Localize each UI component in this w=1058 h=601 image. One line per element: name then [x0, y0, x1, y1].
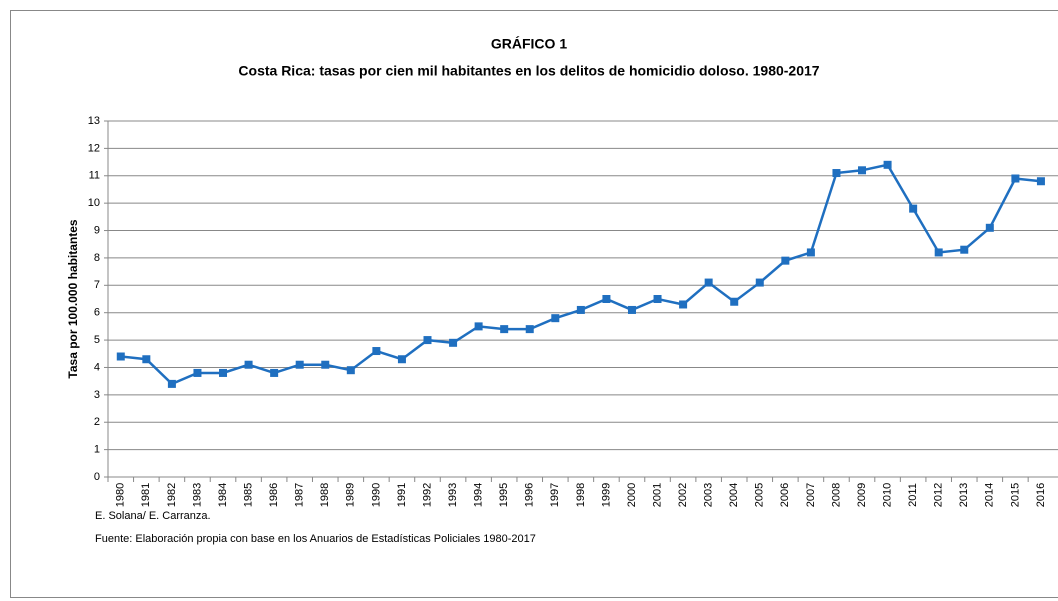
marker	[627, 305, 636, 314]
y-tick-label: 3	[94, 389, 100, 401]
x-tick-label: 1993	[447, 483, 459, 507]
y-tick-label: 5	[94, 334, 100, 346]
y-tick-label: 4	[94, 361, 100, 373]
x-tick-label: 1989	[345, 483, 357, 507]
marker	[167, 379, 176, 388]
y-tick-label: 1	[94, 444, 100, 456]
x-tick-label: 1985	[242, 483, 254, 507]
x-tick-label: 2011	[907, 483, 919, 507]
x-tick-label: 2013	[958, 483, 970, 507]
y-tick-label: 11	[89, 170, 100, 182]
marker	[423, 336, 432, 345]
marker	[883, 160, 892, 169]
x-tick-label: 2016	[1035, 483, 1047, 507]
note: E. Solana/ E. Carranza.	[95, 510, 211, 522]
x-tick-label: 2004	[728, 483, 740, 507]
x-tick-label: 2001	[651, 483, 663, 507]
note: Fuente: Elaboración propia con base en l…	[95, 533, 536, 545]
x-tick-label: 1991	[396, 483, 408, 507]
marker	[653, 295, 662, 303]
y-tick-label: 7	[94, 279, 100, 291]
marker	[474, 322, 483, 331]
x-tick-label: 1995	[498, 483, 510, 507]
y-tick-label: 10	[88, 197, 100, 209]
marker	[960, 245, 969, 254]
y-tick-label: 12	[88, 142, 100, 154]
marker	[576, 305, 585, 314]
x-tick-label: 1981	[140, 483, 152, 507]
x-tick-label: 2015	[1009, 483, 1021, 507]
x-tick-label: 2000	[626, 483, 638, 507]
x-tick-label: 1984	[217, 483, 229, 507]
marker	[832, 169, 841, 178]
x-tick-label: 2003	[703, 483, 715, 507]
marker	[500, 325, 509, 334]
marker	[704, 278, 713, 287]
x-tick-label: 2010	[881, 483, 893, 507]
y-axis-label: Tasa por 100.000 habitantes	[66, 219, 80, 379]
marker	[270, 368, 279, 377]
y-tick-label: 2	[94, 416, 100, 428]
x-tick-label: 1997	[549, 483, 561, 507]
marker	[525, 325, 534, 334]
line	[120, 163, 1042, 386]
x-tick-label: 1987	[294, 483, 306, 507]
x-tick-label: 1994	[473, 483, 485, 507]
x-tick-label: 1988	[319, 483, 331, 507]
y-tick-label: 8	[94, 252, 100, 264]
marker	[244, 360, 253, 369]
x-tick-label: 2007	[805, 483, 817, 507]
marker	[730, 297, 739, 306]
marker	[934, 248, 943, 257]
marker	[116, 352, 125, 361]
marker	[985, 223, 994, 232]
marker	[397, 355, 406, 364]
x-tick-label: 2006	[779, 483, 791, 507]
marker	[602, 295, 611, 303]
x-tick-label: 2014	[984, 483, 996, 507]
x-tick-label: 1998	[575, 483, 587, 507]
marker	[755, 278, 764, 287]
marker	[1036, 177, 1045, 186]
x-tick-label: 1983	[191, 483, 203, 507]
marker	[142, 355, 151, 364]
marker	[551, 314, 560, 323]
x-tick-label: 2005	[754, 483, 766, 507]
x-tick-label: 2002	[677, 483, 689, 507]
marker	[806, 248, 815, 257]
marker	[346, 366, 355, 375]
marker	[679, 300, 688, 309]
x-tick-label: 2008	[830, 483, 842, 507]
marker	[193, 368, 202, 377]
marker	[372, 347, 381, 356]
x-tick-label: 1999	[600, 483, 612, 507]
chart-subtitle: Costa Rica: tasas por cien mil habitante…	[238, 63, 819, 79]
marker	[449, 338, 458, 347]
x-tick-label: 1986	[268, 483, 280, 507]
x-tick-label: 2009	[856, 483, 868, 507]
marker	[858, 166, 867, 175]
x-tick-label: 1990	[370, 483, 382, 507]
y-tick-label: 6	[94, 307, 100, 319]
x-tick-label: 1980	[115, 483, 127, 507]
marker	[219, 368, 228, 377]
marker	[321, 360, 330, 369]
marker	[781, 256, 790, 265]
x-tick-label: 1992	[421, 483, 433, 507]
chart-title: GRÁFICO 1	[491, 36, 567, 52]
marker	[909, 204, 918, 213]
frame	[10, 10, 1058, 598]
y-tick-label: 0	[94, 471, 100, 483]
marker	[295, 360, 304, 369]
y-tick-label: 9	[94, 224, 100, 236]
x-tick-label: 2012	[933, 483, 945, 507]
marker	[1011, 174, 1020, 183]
y-tick-label: 13	[88, 115, 100, 127]
x-tick-label: 1996	[524, 483, 536, 507]
x-tick-label: 1982	[166, 483, 178, 507]
